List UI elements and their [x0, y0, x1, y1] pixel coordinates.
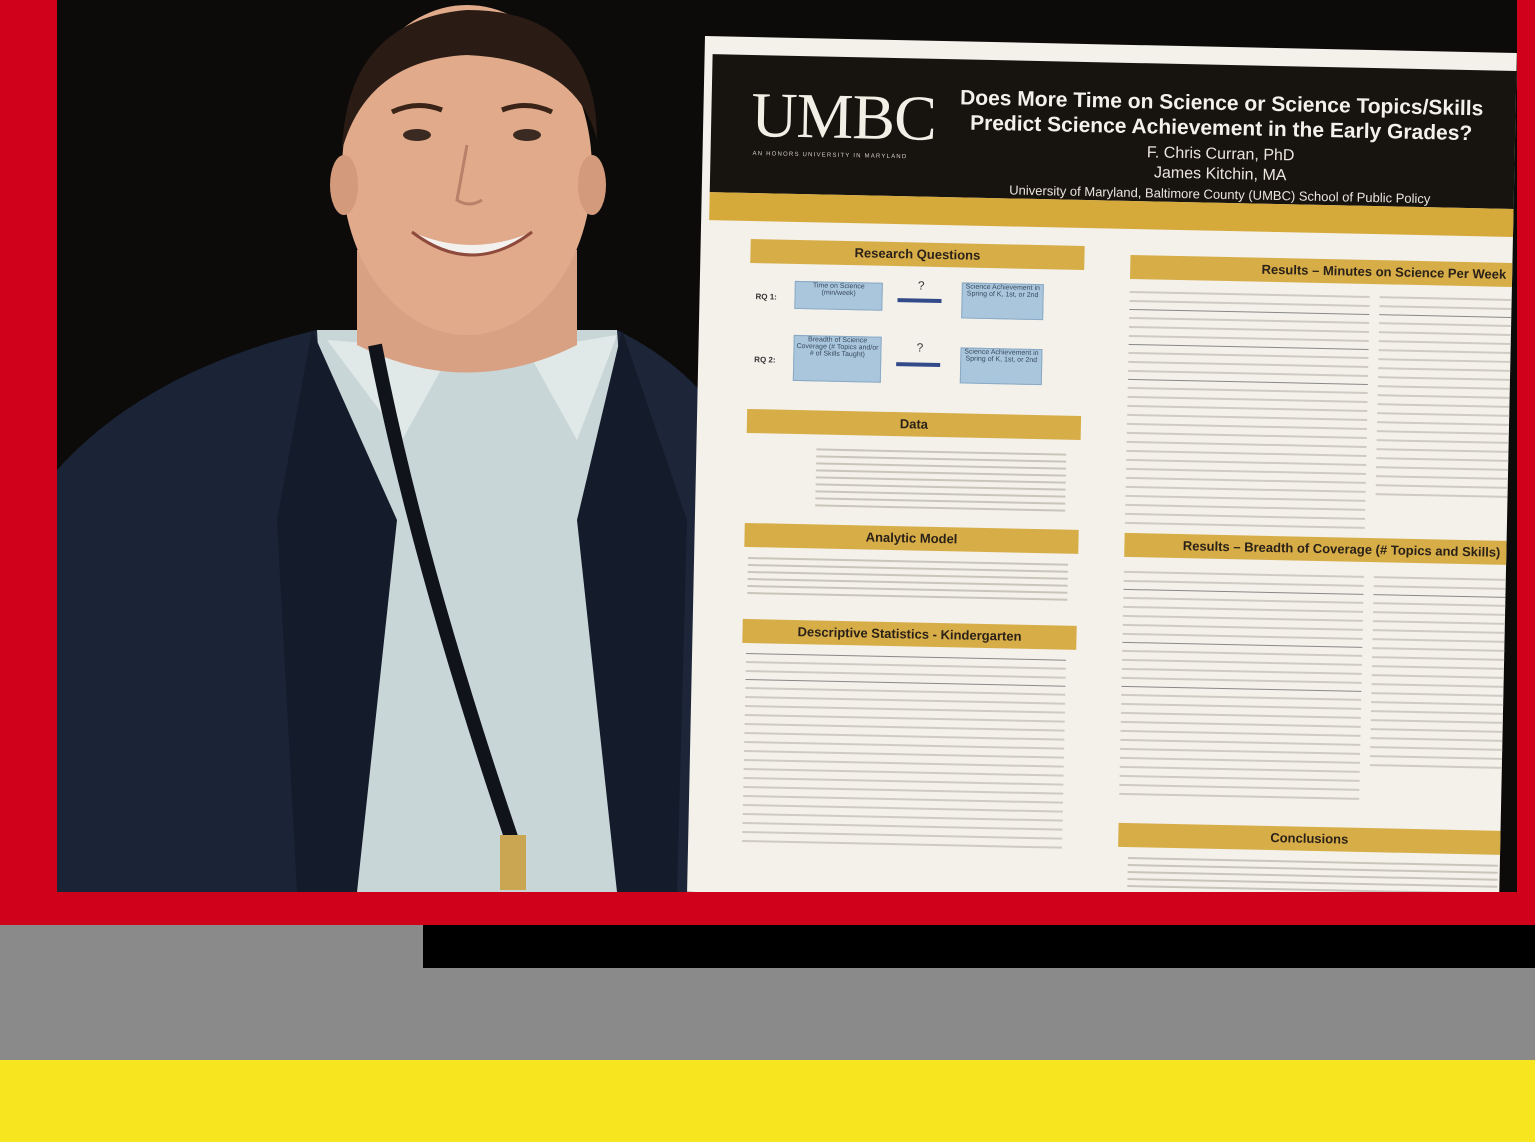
- rq2-label: RQ 2:: [754, 355, 776, 365]
- section-data: Data: [746, 408, 1082, 440]
- section-research-questions: Research Questions: [750, 239, 1085, 270]
- descriptive-stats-table: [742, 652, 1067, 856]
- results-minutes-table-2: [1375, 296, 1512, 505]
- section-descriptive-stats: Descriptive Statistics - Kindergarten: [742, 618, 1077, 650]
- rq1-label: RQ 1:: [755, 292, 777, 302]
- rq1-question-mark: ?: [917, 278, 925, 293]
- section-conclusions: Conclusions: [1118, 822, 1501, 855]
- yellow-band: [0, 1060, 1535, 1142]
- umbc-logo: UMBC: [750, 78, 937, 154]
- analytic-model-text: [747, 557, 1069, 606]
- conclusions-text: [1127, 857, 1498, 892]
- section-results-breadth: Results – Breadth of Coverage (# Topics …: [1124, 532, 1507, 565]
- rq2-question-mark: ?: [916, 340, 924, 355]
- section-results-minutes: Results – Minutes on Science Per Week: [1130, 254, 1513, 287]
- rq1-arrow: [897, 298, 942, 304]
- rq1-left-box: Time on Science (min/week): [794, 280, 883, 311]
- results-breadth-table-2: [1369, 576, 1506, 776]
- rq2-right-box: Science Achievement in Spring of K, 1st,…: [959, 347, 1043, 386]
- data-text: [815, 448, 1067, 516]
- poster-header: UMBC AN HONORS UNIVERSITY IN MARYLAND Do…: [709, 54, 1517, 209]
- section-analytic-model: Analytic Model: [744, 522, 1079, 554]
- research-poster: UMBC AN HONORS UNIVERSITY IN MARYLAND Do…: [687, 36, 1517, 892]
- poster-title: Does More Time on Science or Science Top…: [941, 85, 1502, 147]
- results-breadth-table: [1119, 570, 1364, 807]
- rq2-left-box: Breadth of Science Coverage (# Topics an…: [792, 334, 882, 383]
- rq1-right-box: Science Achievement in Spring of K, 1st,…: [961, 282, 1044, 321]
- conference-photo: UMBC AN HONORS UNIVERSITY IN MARYLAND Do…: [57, 0, 1517, 892]
- black-bar: [423, 925, 1535, 968]
- results-minutes-table: [1124, 290, 1370, 536]
- rq2-arrow: [896, 362, 941, 367]
